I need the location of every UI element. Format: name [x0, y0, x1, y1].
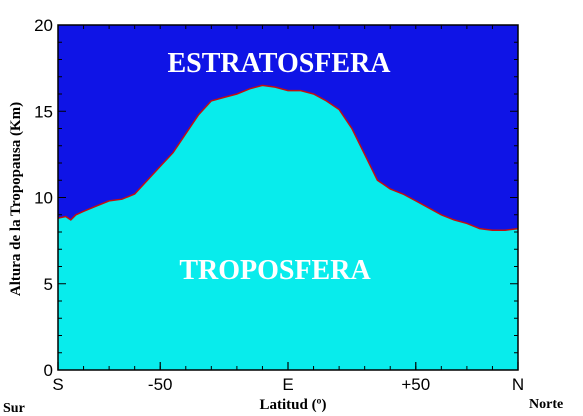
y-axis-label: Altura de la Tropopausa (Km) [8, 102, 24, 296]
corner-label-norte: Norte [529, 397, 563, 412]
x-axis-label: Latitud (º) [259, 397, 326, 413]
x-tick-label: E [282, 375, 293, 394]
y-tick-label: 10 [34, 189, 53, 208]
x-tick-label: -50 [148, 375, 173, 394]
x-tick-label: N [512, 375, 524, 394]
troposphere-label: TROPOSFERA [179, 255, 371, 286]
x-tick-label: S [52, 375, 63, 394]
x-tick-label: +50 [401, 375, 430, 394]
y-tick-label: 20 [34, 16, 53, 35]
stratosphere-label: ESTRATOSFERA [167, 48, 391, 79]
y-tick-label: 5 [44, 275, 53, 294]
corner-label-sur: Sur [3, 401, 25, 416]
plot-area [57, 25, 519, 371]
tropopause-line [57, 84, 519, 232]
troposphere-area [58, 85, 518, 371]
y-tick-label: 0 [44, 361, 53, 380]
y-tick-label: 15 [34, 102, 53, 121]
axes: 0 5 10 15 20 S -50 E +50 N [34, 16, 524, 394]
